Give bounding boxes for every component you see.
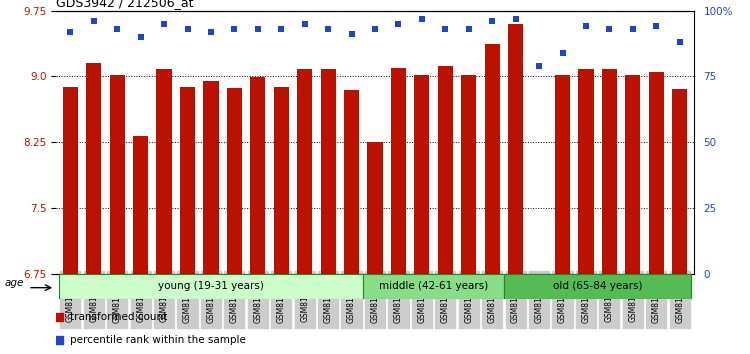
Bar bbox=[672, 88, 687, 274]
Point bbox=[392, 21, 404, 27]
Point bbox=[603, 26, 615, 32]
Bar bbox=[532, 274, 547, 276]
Text: GDS3942 / 212506_at: GDS3942 / 212506_at bbox=[56, 0, 194, 10]
Bar bbox=[226, 88, 242, 274]
Text: age: age bbox=[4, 278, 24, 288]
Bar bbox=[414, 75, 430, 274]
Point bbox=[205, 29, 217, 34]
Bar bbox=[555, 75, 570, 274]
Point bbox=[275, 26, 287, 32]
Bar bbox=[274, 87, 289, 274]
Point bbox=[135, 34, 147, 40]
Bar bbox=[438, 66, 453, 274]
Point bbox=[440, 26, 452, 32]
Bar bbox=[157, 69, 172, 274]
Bar bbox=[133, 136, 148, 274]
Point bbox=[416, 16, 428, 21]
Bar bbox=[508, 24, 524, 274]
Bar bbox=[86, 63, 101, 274]
Point bbox=[346, 32, 358, 37]
Bar bbox=[461, 75, 476, 274]
Point bbox=[533, 63, 545, 69]
Point bbox=[486, 18, 498, 24]
Point bbox=[580, 24, 592, 29]
Bar bbox=[344, 90, 359, 274]
Bar bbox=[602, 69, 617, 274]
Point bbox=[556, 50, 568, 56]
Point bbox=[322, 26, 334, 32]
Text: old (65-84 years): old (65-84 years) bbox=[553, 281, 643, 291]
Bar bbox=[203, 81, 218, 274]
Bar bbox=[110, 75, 125, 274]
Point bbox=[674, 39, 686, 45]
Point bbox=[182, 26, 194, 32]
Point bbox=[463, 26, 475, 32]
Text: young (19-31 years): young (19-31 years) bbox=[158, 281, 264, 291]
Text: transformed count: transformed count bbox=[70, 312, 167, 322]
Point bbox=[88, 18, 100, 24]
Bar bbox=[297, 69, 312, 274]
Bar bbox=[363, 274, 504, 299]
Point bbox=[252, 26, 264, 32]
Bar bbox=[368, 142, 382, 274]
Point bbox=[64, 29, 76, 34]
Bar bbox=[58, 274, 363, 299]
Bar bbox=[504, 274, 692, 299]
Point bbox=[298, 21, 310, 27]
Bar bbox=[391, 68, 406, 274]
Bar bbox=[578, 69, 593, 274]
Bar bbox=[180, 87, 195, 274]
Bar bbox=[649, 72, 664, 274]
Point bbox=[369, 26, 381, 32]
Point bbox=[510, 16, 522, 21]
Bar bbox=[626, 75, 640, 274]
Point bbox=[111, 26, 123, 32]
Bar bbox=[484, 44, 500, 274]
Point bbox=[158, 21, 170, 27]
Bar bbox=[251, 77, 266, 274]
Text: middle (42-61 years): middle (42-61 years) bbox=[379, 281, 488, 291]
Point bbox=[228, 26, 240, 32]
Point bbox=[650, 24, 662, 29]
Text: percentile rank within the sample: percentile rank within the sample bbox=[70, 335, 246, 346]
Bar bbox=[63, 87, 78, 274]
Point bbox=[627, 26, 639, 32]
Bar bbox=[320, 69, 336, 274]
